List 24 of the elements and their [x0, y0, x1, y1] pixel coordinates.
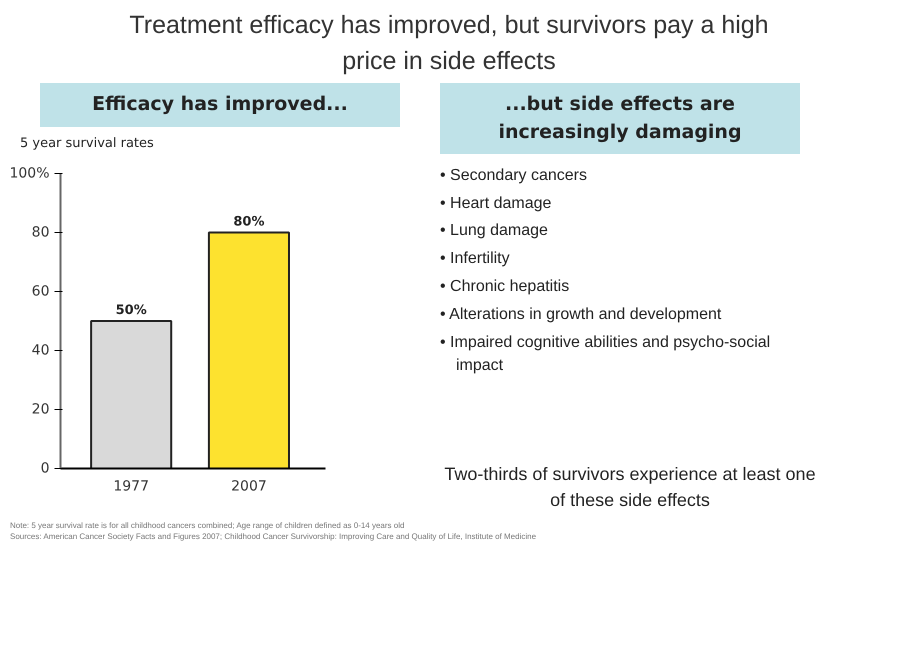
- data-label: 50%: [116, 303, 147, 318]
- text: Treatment efficacy has improved, but survivors pay a high price in side effects: [128, 10, 770, 77]
- y-tick-label: 100%: [9, 166, 50, 182]
- y-tick-label: 20: [32, 402, 50, 418]
- y-tick-label: 0: [40, 460, 50, 477]
- text: • Heart damage: [440, 194, 552, 214]
- y-tick-label: 80: [32, 224, 50, 241]
- text: • Lung damage: [440, 221, 549, 242]
- x-tick-label: 1977: [113, 478, 149, 495]
- chart-subtitle: Efficacy has improved...: [92, 92, 348, 118]
- text: • Chronic hepatitis: [440, 277, 570, 298]
- text: Two-thirds of survivors experience at least one of these side effects: [443, 463, 817, 512]
- text: • Secondary cancers: [440, 166, 588, 186]
- text: • Impaired cognitive abilities and psycho-social impact: [440, 332, 772, 376]
- source-note: Sources: American Cancer Society Facts and Figures 2007; Childhood Cancer Survivorship: Improving Care and Quality of Life, Institute of Medicine: [10, 532, 536, 542]
- text: • Alterations in growth and development: [440, 304, 722, 325]
- text: • Infertility: [440, 249, 511, 270]
- y-tick-label: 60: [32, 284, 50, 300]
- y-tick-label: 40: [32, 342, 50, 359]
- y-axis-title: 5 year survival rates: [20, 134, 154, 153]
- text: Note: 5 year survival rate is for all childhood cancers combined; Age range of children defined as 0-14 years old: [10, 520, 404, 530]
- data-label: 80%: [233, 214, 265, 230]
- text: ...but side effects are increasingly damaging: [497, 92, 743, 145]
- x-tick-label: 2007: [231, 478, 267, 495]
